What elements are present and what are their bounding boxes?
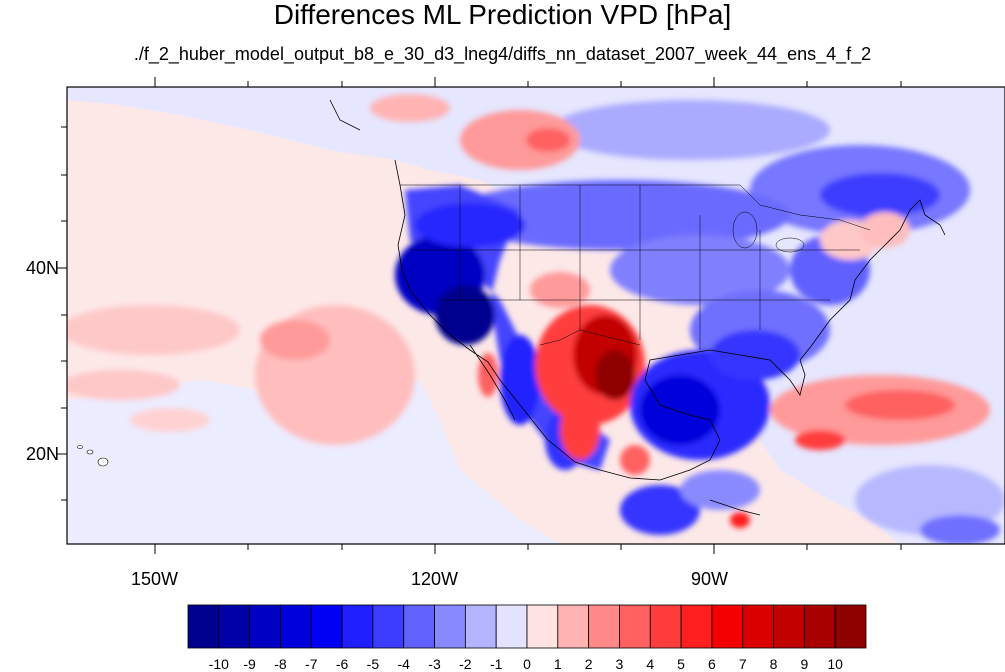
lat-label-40n: 40N [26, 258, 60, 278]
lat-label-20n: 20N [26, 444, 60, 464]
colorbar [187, 604, 867, 649]
lon-label-120w: 120W [411, 569, 459, 589]
colorbar-tick-label: 10 [827, 656, 843, 672]
colorbar-swatch [773, 604, 805, 649]
colorbar-swatch [187, 604, 220, 649]
colorbar-swatch [403, 604, 435, 649]
colorbar-tick-label: 1 [553, 656, 562, 672]
colorbar-swatch [588, 604, 620, 649]
colorbar-tick-label: -10 [208, 656, 229, 672]
lon-label-150w: 150W [131, 569, 179, 589]
colorbar-tick-label: -7 [305, 656, 318, 672]
colorbar-swatch [372, 604, 405, 649]
map-field [67, 87, 1005, 544]
map-title: Differences ML Prediction VPD [hPa] [273, 0, 732, 30]
coastlines [329, 99, 946, 516]
colorbar-swatch [341, 604, 374, 649]
canada-warm-patch [460, 110, 580, 170]
colorbar-swatch [619, 604, 651, 649]
colorbar-swatch [557, 604, 590, 649]
colorbar-swatch [464, 604, 497, 649]
colorbar-tick-label: -2 [459, 656, 472, 672]
colorbar-swatch [310, 604, 343, 649]
colorbar-tick-label: -9 [243, 656, 256, 672]
colorbar-swatch [803, 604, 836, 649]
colorbar-swatch [649, 604, 682, 649]
colorbar-tick-label: 4 [646, 656, 655, 672]
colorbar-tick-label: -4 [397, 656, 410, 672]
colorbar-swatch [711, 604, 744, 649]
colorbar-swatch [834, 604, 867, 649]
colorbar-swatch [280, 604, 312, 649]
colorbar-tick-label: -3 [428, 656, 441, 672]
colorbar-tick-label: 2 [584, 656, 593, 672]
colorbar-tick-label: 6 [708, 656, 716, 672]
colorbar-swatch [526, 604, 559, 649]
colorbar-swatch [434, 604, 466, 649]
lon-label-90w: 90W [691, 569, 729, 589]
colorbar-tick-label: 5 [677, 656, 685, 672]
colorbar-swatch [680, 604, 713, 649]
colorbar-tick-label: 0 [523, 656, 531, 672]
colorbar-tick-label: 9 [800, 656, 809, 672]
colorbar-swatch [218, 604, 251, 649]
colorbar-tick-label: 7 [738, 656, 747, 672]
colorbar-tick-label: 8 [769, 656, 778, 672]
colorbar-tick-label: 3 [615, 656, 624, 672]
colorbar-tick-label: -6 [335, 656, 349, 672]
pacific-warm-band [67, 305, 240, 355]
political-borders [400, 184, 871, 350]
hawaii-islands [77, 445, 109, 467]
colorbar-tick-label: -1 [489, 656, 503, 672]
colorbar-tick-label: -8 [274, 656, 287, 672]
colorbar-swatch [249, 604, 281, 649]
colorbar-swatch [742, 604, 774, 649]
colorbar-tick-label: -5 [366, 656, 380, 672]
axis-ticks [57, 77, 902, 554]
map-subtitle: ./f_2_huber_model_output_b8_e_30_d3_lneg… [133, 44, 872, 64]
colorbar-swatch [495, 604, 528, 649]
